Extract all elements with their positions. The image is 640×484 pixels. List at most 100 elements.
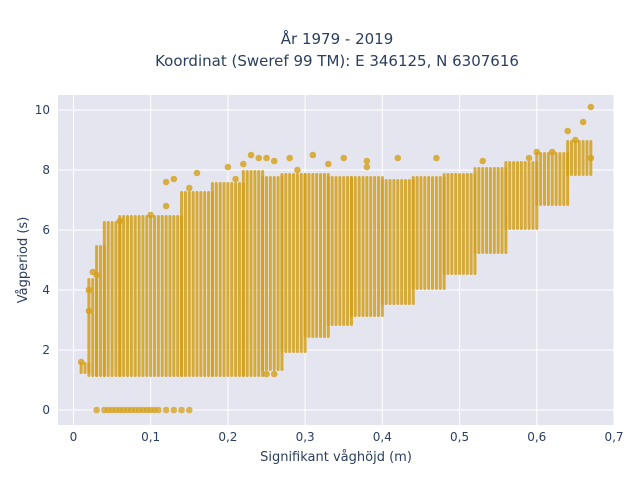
data-point-column: [477, 167, 481, 254]
data-point-column: [307, 173, 311, 338]
data-point-column: [365, 176, 369, 317]
data-point-column: [380, 179, 384, 305]
data-point-column: [261, 176, 265, 371]
data-point: [162, 178, 170, 186]
data-point-column: [153, 215, 157, 377]
data-point-column: [230, 182, 234, 377]
data-point-column: [523, 161, 527, 230]
data-point-column: [434, 176, 438, 290]
data-point-column: [369, 176, 373, 317]
data-point-column: [550, 152, 554, 206]
data-point-column: [280, 173, 284, 353]
data-point-column: [237, 182, 241, 377]
y-tick-label: 10: [35, 103, 50, 117]
data-point-column: [431, 176, 435, 290]
data-point-column: [214, 182, 218, 377]
data-point-column: [191, 191, 195, 377]
data-point-column: [226, 182, 230, 377]
data-point-column: [438, 176, 442, 290]
data-point-column: [400, 179, 404, 305]
data-point-column: [373, 176, 377, 317]
data-point-column: [234, 182, 238, 377]
x-tick-label: 0,4: [373, 430, 392, 444]
data-point-column: [527, 161, 531, 230]
data-point-column: [570, 140, 574, 176]
data-point-column: [581, 140, 585, 176]
data-point: [147, 211, 154, 219]
data-point-column: [268, 176, 272, 371]
data-point-column: [357, 176, 361, 317]
y-tick-label: 4: [42, 283, 50, 297]
data-point-column: [512, 161, 516, 230]
data-point: [85, 286, 93, 294]
data-point-column: [253, 170, 257, 377]
data-point-column: [276, 176, 280, 371]
data-point: [255, 154, 263, 162]
data-point-column: [454, 173, 458, 275]
data-point-column: [122, 215, 126, 377]
data-point: [162, 406, 170, 414]
data-point: [93, 271, 100, 279]
data-point-column: [168, 215, 172, 377]
data-point-column: [195, 191, 199, 377]
x-axis-title: Signifikant våghöjd (m): [260, 450, 412, 465]
x-tick-label: 0,5: [450, 430, 469, 444]
data-point-column: [126, 215, 129, 377]
data-point: [224, 163, 232, 171]
data-point: [433, 154, 440, 162]
data-point: [270, 370, 278, 378]
x-tick-label: 0,3: [296, 430, 315, 444]
data-point-column: [508, 161, 512, 230]
data-point: [263, 154, 270, 162]
data-point-column: [346, 176, 350, 326]
data-point-column: [330, 176, 334, 326]
data-point-column: [500, 167, 504, 254]
data-point: [363, 157, 371, 165]
y-tick-label: 2: [42, 343, 50, 357]
data-point: [185, 406, 193, 414]
data-point: [155, 406, 162, 414]
data-point-column: [481, 167, 485, 254]
data-point-column: [156, 215, 160, 377]
y-tick-label: 8: [42, 163, 50, 177]
data-point-column: [272, 176, 276, 371]
x-tick-label: 0,6: [527, 430, 546, 444]
data-point: [294, 166, 301, 174]
chart-title-line1: År 1979 - 2019: [281, 29, 394, 48]
data-point-column: [419, 176, 423, 290]
data-point: [270, 157, 278, 165]
data-point-column: [407, 179, 411, 305]
data-point-column: [172, 215, 176, 377]
y-tick-label: 0: [42, 403, 50, 417]
data-point-column: [546, 152, 550, 206]
data-point-column: [388, 179, 392, 305]
data-point: [525, 154, 533, 162]
y-axis-title: Vågperiod (s): [16, 217, 31, 304]
data-point-column: [361, 176, 365, 317]
data-point-column: [465, 173, 469, 275]
y-tick-label: 6: [42, 223, 50, 237]
data-point-column: [187, 191, 191, 377]
x-tick-label: 0,2: [218, 430, 237, 444]
data-point: [77, 358, 85, 366]
data-point-column: [319, 173, 323, 338]
data-point-column: [461, 173, 465, 275]
data-point-column: [299, 173, 303, 353]
data-point-column: [98, 245, 102, 377]
data-point-column: [427, 176, 431, 290]
data-point-column: [110, 221, 114, 377]
data-point-column: [322, 173, 326, 338]
data-point: [286, 154, 293, 162]
data-point-column: [265, 176, 268, 371]
data-point-column: [469, 173, 473, 275]
data-point-column: [492, 167, 496, 254]
data-point-column: [218, 182, 222, 377]
data-point-column: [485, 167, 489, 254]
data-point: [178, 406, 185, 414]
x-tick-label: 0: [70, 430, 78, 444]
data-point: [548, 148, 556, 156]
data-point-column: [199, 191, 203, 377]
data-point: [587, 103, 595, 111]
data-point-column: [376, 176, 380, 317]
